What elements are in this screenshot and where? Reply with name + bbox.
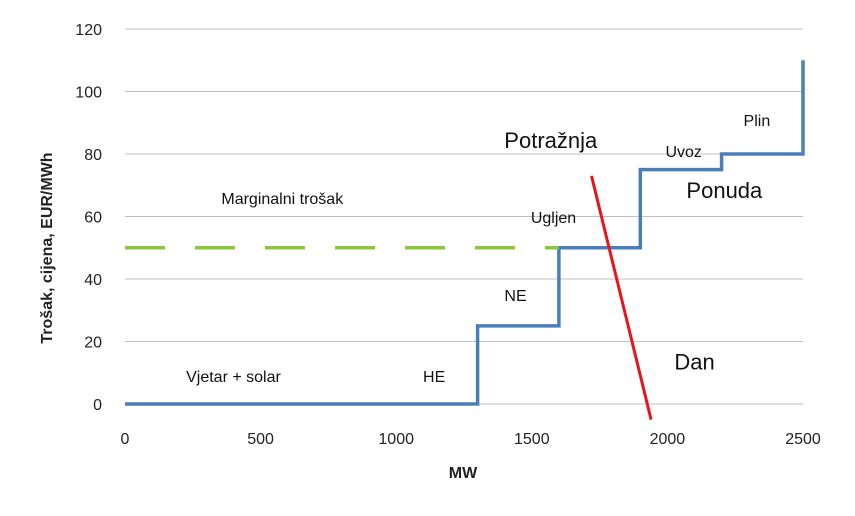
annotation-ponuda: Ponuda bbox=[686, 178, 763, 203]
y-axis-ticks: 0 20 40 60 80 100 120 bbox=[75, 22, 102, 414]
series-line-ponuda bbox=[125, 60, 805, 406]
x-axis-ticks: 0 500 1000 1500 2000 2500 bbox=[121, 431, 821, 448]
series-line-potra-nja bbox=[590, 175, 653, 420]
x-axis-title: MW bbox=[449, 465, 478, 482]
annotation-ne: NE bbox=[504, 288, 526, 305]
annotation-plin: Plin bbox=[744, 113, 771, 130]
annotation-dan: Dan bbox=[674, 350, 714, 375]
y-tick-label: 120 bbox=[75, 22, 102, 39]
annotations: Vjetar + solar HE NE Ugljen Marginalni troša… bbox=[186, 113, 770, 386]
x-tick-label: 2500 bbox=[785, 431, 821, 448]
annotation-marginalni-tro-ak: Marginalni trošak bbox=[221, 191, 344, 208]
x-tick-label: 1000 bbox=[378, 431, 414, 448]
y-axis-title: Trošak, cijena, EUR/MWh bbox=[39, 152, 56, 343]
annotation-vjetar-solar: Vjetar + solar bbox=[186, 369, 281, 386]
x-tick-label: 2000 bbox=[650, 431, 686, 448]
y-tick-label: 80 bbox=[84, 147, 102, 164]
y-tick-label: 0 bbox=[93, 397, 102, 414]
y-tick-label: 40 bbox=[84, 272, 102, 289]
x-tick-label: 1500 bbox=[514, 431, 550, 448]
x-tick-label: 500 bbox=[247, 431, 274, 448]
series-group bbox=[125, 60, 805, 420]
y-tick-label: 60 bbox=[84, 210, 102, 227]
annotation-he: HE bbox=[423, 369, 445, 386]
y-tick-label: 100 bbox=[75, 85, 102, 102]
annotation-potra-nja: Potražnja bbox=[504, 128, 598, 153]
grid-lines bbox=[125, 28, 803, 405]
x-tick-label: 0 bbox=[121, 431, 130, 448]
y-tick-label: 20 bbox=[84, 335, 102, 352]
annotation-uvoz: Uvoz bbox=[665, 144, 701, 161]
annotation-ugljen: Ugljen bbox=[531, 210, 576, 227]
